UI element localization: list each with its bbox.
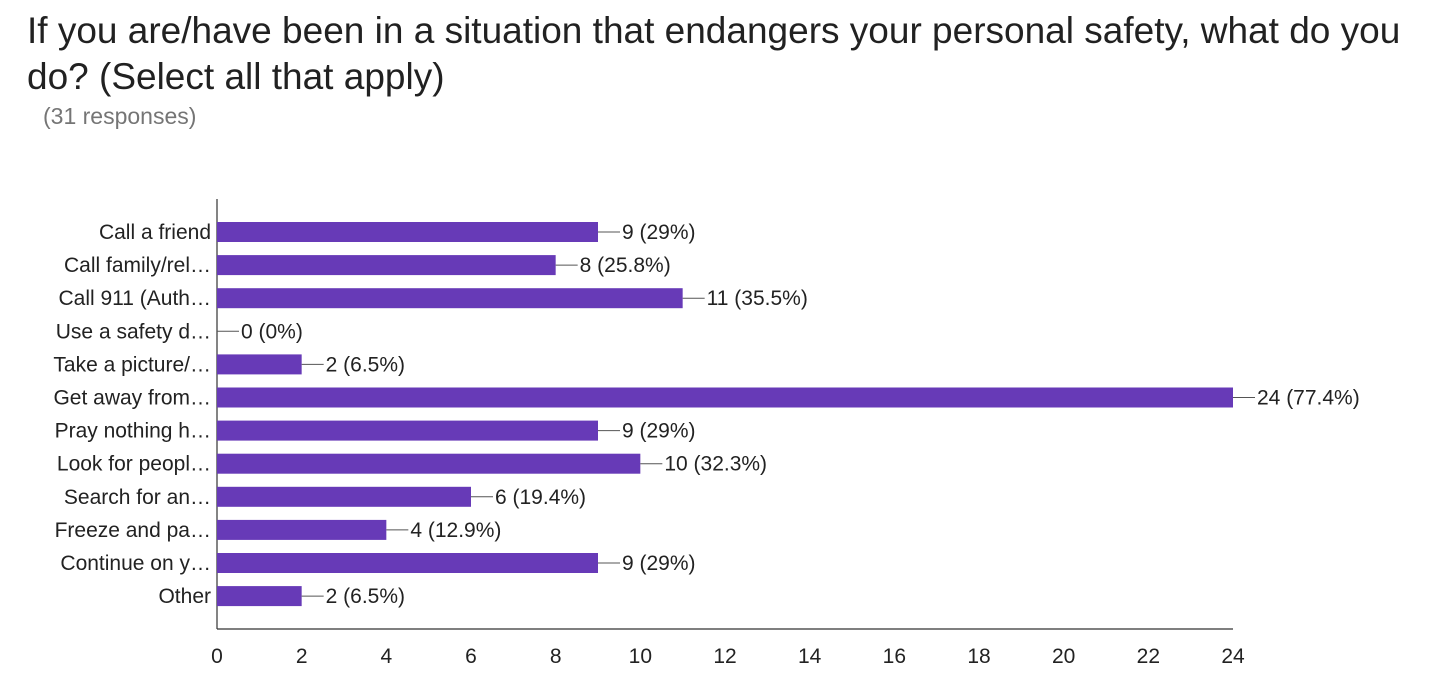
x-tick-label: 12 <box>713 645 736 668</box>
category-label: Take a picture/… <box>53 353 211 376</box>
x-tick-label: 0 <box>211 645 223 668</box>
data-label: 11 (35.5%) <box>707 287 808 310</box>
data-label: 4 (12.9%) <box>410 519 501 542</box>
bar <box>217 420 598 441</box>
category-label: Search for an… <box>64 486 211 509</box>
data-label: 9 (29%) <box>622 552 696 575</box>
bar <box>217 586 302 607</box>
bar <box>217 288 683 309</box>
x-tick-label: 24 <box>1221 645 1245 668</box>
x-tick-label: 2 <box>296 645 308 668</box>
data-label: 0 (0%) <box>241 320 303 343</box>
data-label: 9 (29%) <box>622 420 696 443</box>
bar <box>217 255 556 276</box>
bar <box>217 519 387 540</box>
x-tick-label: 20 <box>1052 645 1075 668</box>
x-tick-label: 10 <box>629 645 652 668</box>
data-label: 2 (6.5%) <box>326 585 405 608</box>
bar <box>217 486 471 507</box>
bar <box>217 222 598 242</box>
category-label: Get away from… <box>53 387 211 410</box>
category-label: Pray nothing h… <box>55 420 211 443</box>
x-tick-label: 14 <box>798 645 822 668</box>
data-label: 10 (32.3%) <box>664 453 767 476</box>
category-label: Call 911 (Auth… <box>58 287 211 310</box>
category-label: Call a friend <box>99 221 211 244</box>
data-label: 6 (19.4%) <box>495 486 586 509</box>
bar <box>217 387 1233 408</box>
category-label: Look for peopl… <box>57 453 211 476</box>
x-tick-label: 8 <box>550 645 562 668</box>
category-label: Other <box>158 585 211 608</box>
x-tick-label: 16 <box>883 645 906 668</box>
response-count: (31 responses) <box>43 103 197 129</box>
x-tick-label: 18 <box>967 645 990 668</box>
category-label: Continue on y… <box>60 552 211 575</box>
x-tick-label: 6 <box>465 645 477 668</box>
data-label: 2 (6.5%) <box>326 353 405 376</box>
bar <box>217 553 598 573</box>
bar <box>217 453 641 474</box>
category-label: Use a safety d… <box>56 320 211 343</box>
data-label: 9 (29%) <box>622 221 696 244</box>
data-label: 24 (77.4%) <box>1257 387 1360 410</box>
x-tick-label: 4 <box>380 645 392 668</box>
bar <box>217 354 302 375</box>
chart-title: If you are/have been in a situation that… <box>27 10 1401 97</box>
x-tick-label: 22 <box>1137 645 1160 668</box>
data-label: 8 (25.8%) <box>580 254 671 277</box>
category-label: Freeze and pa… <box>55 519 211 542</box>
category-label: Call family/rel… <box>64 254 211 277</box>
